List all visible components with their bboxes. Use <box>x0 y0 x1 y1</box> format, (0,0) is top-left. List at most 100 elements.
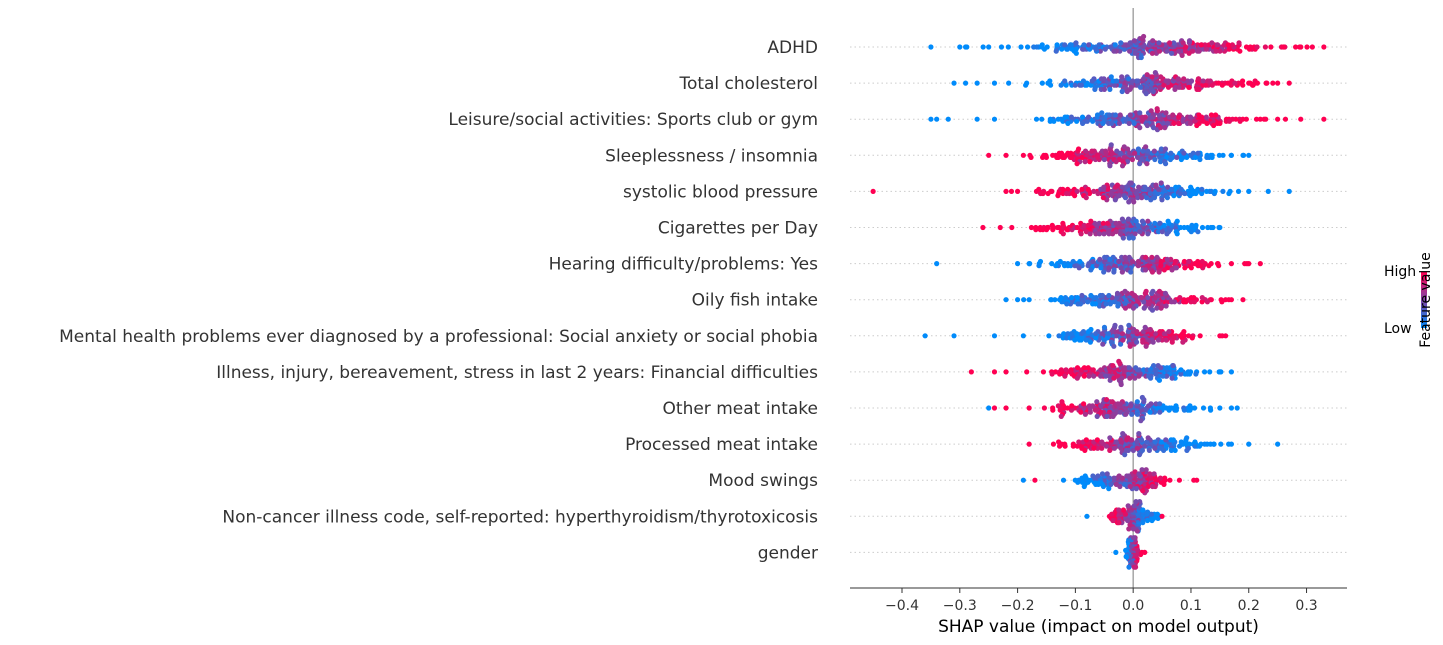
shap-dot <box>1132 50 1138 56</box>
shap-dot <box>1132 231 1138 237</box>
shap-dot <box>1123 554 1129 560</box>
shap-dot <box>1080 329 1087 335</box>
shap-dot <box>1155 229 1162 235</box>
feature-label: Illness, injury, bereavement, stress in … <box>216 363 818 383</box>
shap-dot <box>1122 511 1129 517</box>
shap-dot-outlier <box>1032 477 1038 483</box>
shap-dot <box>1111 48 1117 54</box>
shap-dot <box>1173 407 1179 413</box>
shap-dot <box>1090 473 1096 479</box>
shap-dot <box>1050 152 1056 158</box>
feature-label: Other meat intake <box>663 399 818 419</box>
shap-dot <box>1076 265 1082 271</box>
shap-dot <box>1123 411 1129 417</box>
shap-dot <box>1099 331 1105 337</box>
shap-dot <box>1144 72 1150 78</box>
x-tick-label: −0.2 <box>1001 598 1035 614</box>
shap-dot <box>1149 269 1156 275</box>
shap-dot <box>1074 118 1080 124</box>
shap-dot <box>1094 112 1101 118</box>
shap-dot <box>1106 292 1112 299</box>
shap-dot <box>1109 511 1115 517</box>
shap-dot <box>1055 193 1061 199</box>
shap-dot <box>1077 371 1083 377</box>
shap-dot-outlier <box>991 333 998 339</box>
shap-dot <box>1126 365 1132 371</box>
shap-dot <box>1058 82 1064 88</box>
shap-dot <box>1041 46 1048 52</box>
shap-dot <box>1156 186 1162 192</box>
beeswarm-dots <box>870 33 1327 570</box>
shap-dot <box>1181 76 1187 82</box>
shap-dot <box>1093 231 1099 237</box>
shap-dot <box>1101 324 1108 330</box>
shap-dot <box>1246 46 1253 52</box>
shap-dot <box>1204 120 1210 126</box>
shap-dot <box>1184 154 1190 160</box>
shap-dot <box>1149 74 1155 80</box>
shap-dot <box>1136 452 1143 458</box>
shap-dot <box>1079 154 1085 160</box>
shap-dot-outlier <box>1321 44 1327 50</box>
shap-dot <box>1106 475 1113 481</box>
shap-dot <box>980 44 986 50</box>
shap-dot-outlier <box>1240 297 1246 303</box>
shap-dot <box>1126 254 1132 260</box>
shap-dot <box>1195 76 1201 82</box>
shap-dot <box>1040 369 1047 375</box>
shap-dot-outlier <box>1228 369 1235 375</box>
shap-dot <box>1062 295 1069 301</box>
shap-dot <box>1149 307 1156 313</box>
shap-dot <box>1081 365 1087 371</box>
shap-dot <box>1214 261 1221 267</box>
shap-dot <box>1126 303 1132 309</box>
shap-dot <box>1181 329 1187 335</box>
shap-dot <box>1106 112 1112 118</box>
shap-dot <box>1117 112 1123 118</box>
shap-dot <box>1116 258 1122 265</box>
shap-dot <box>1164 48 1170 54</box>
shap-dot-outlier <box>1275 80 1281 86</box>
shap-dot <box>1129 411 1135 417</box>
shap-dot <box>1108 481 1114 487</box>
shap-dot <box>1085 222 1091 228</box>
shap-dot <box>1098 403 1104 409</box>
shap-dot-outlier <box>1246 152 1252 158</box>
x-axis-ticks: −0.4 −0.3 −0.2 −0.1 0.0 0.1 0.2 0.3 <box>885 588 1318 614</box>
shap-dot <box>1085 299 1091 305</box>
shap-dot <box>1140 76 1147 82</box>
shap-dot-outlier <box>1217 224 1223 231</box>
shap-dot <box>1167 156 1174 163</box>
shap-dot <box>1156 377 1163 383</box>
shap-dot-outlier <box>1228 405 1235 411</box>
shap-dot <box>1134 528 1140 534</box>
shap-dot <box>1076 439 1082 445</box>
shap-dot <box>1072 263 1078 269</box>
shap-dot <box>1087 477 1093 483</box>
shap-dot <box>1110 517 1116 524</box>
shap-dot <box>1176 84 1182 90</box>
x-tick-label: 0.2 <box>1238 598 1260 614</box>
shap-dot <box>998 44 1005 50</box>
shap-dot <box>1143 254 1149 260</box>
shap-dot <box>1149 517 1155 524</box>
shap-dot <box>1158 258 1164 265</box>
shap-dot <box>1096 220 1102 226</box>
shap-dot <box>1103 373 1109 379</box>
shap-dot <box>1150 88 1156 95</box>
shap-dot <box>1091 188 1097 194</box>
shap-dot <box>1080 401 1087 407</box>
shap-dot <box>1118 40 1124 46</box>
shap-dot <box>1141 299 1147 305</box>
shap-dot <box>1180 118 1186 124</box>
shap-dot <box>1163 303 1169 309</box>
shap-dot-outlier <box>1014 297 1021 303</box>
shap-dot <box>1127 483 1133 490</box>
shap-dot <box>1074 224 1080 231</box>
shap-dot <box>1157 220 1163 226</box>
shap-dot <box>1089 148 1095 154</box>
shap-dot <box>1192 439 1198 445</box>
shap-dot <box>1024 44 1031 50</box>
shap-dot <box>1107 447 1113 453</box>
shap-dot <box>1081 373 1087 379</box>
